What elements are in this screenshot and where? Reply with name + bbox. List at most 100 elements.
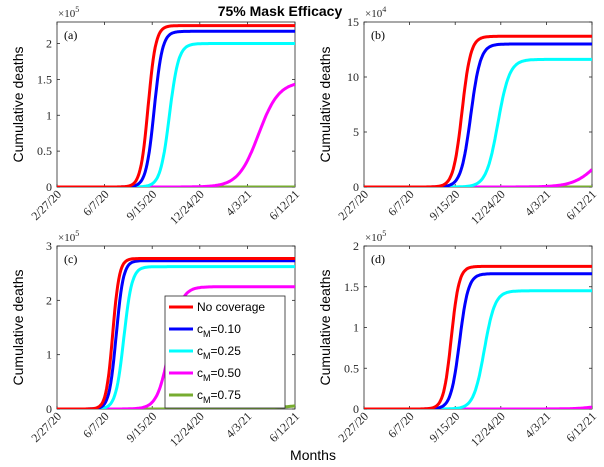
y-tick-label: 1 bbox=[353, 321, 359, 335]
exponent-base: ×10 bbox=[58, 232, 76, 244]
series-line-cm010 bbox=[364, 272, 592, 409]
x-tick-label: 6/7/20 bbox=[80, 409, 112, 441]
y-tick-label: 0.5 bbox=[344, 361, 359, 375]
panel-label: (c) bbox=[64, 252, 77, 266]
y-tick-label: 1.5 bbox=[344, 280, 359, 294]
x-tick-label: 4/3/21 bbox=[223, 187, 255, 219]
exponent-base: ×10 bbox=[365, 8, 383, 20]
x-tick-label: 6/12/21 bbox=[266, 409, 302, 445]
y-tick-label: 2 bbox=[353, 239, 359, 253]
legend-label-suffix: =0.10 bbox=[211, 322, 242, 336]
x-tick-label: 9/15/20 bbox=[123, 187, 159, 223]
x-tick-label: 12/24/20 bbox=[167, 187, 207, 227]
x-tick-label: 12/24/20 bbox=[468, 187, 508, 227]
legend-label-suffix: =0.25 bbox=[211, 344, 242, 358]
figure-title: 75% Mask Efficacy bbox=[218, 3, 343, 19]
legend-label: No coverage bbox=[197, 300, 265, 314]
y-tick-label: 0 bbox=[46, 402, 52, 416]
y-exponent-label: ×105 bbox=[365, 229, 386, 244]
series-line-cm025 bbox=[57, 42, 295, 187]
series-group bbox=[364, 34, 592, 187]
legend-label-subscript: M bbox=[203, 351, 211, 361]
series-line-cm050 bbox=[364, 405, 592, 409]
panel-a: 00.511.522/27/20 6/7/20 9/15/20 12/24/20 4/3… bbox=[10, 5, 302, 227]
exponent-value: 5 bbox=[75, 229, 79, 238]
legend-label-text: c bbox=[197, 388, 203, 402]
x-tick-label: 6/12/21 bbox=[266, 187, 302, 223]
legend-label-subscript: M bbox=[203, 395, 211, 405]
legend-label-subscript: M bbox=[203, 373, 211, 383]
legend-item: cM=0.75 bbox=[169, 388, 241, 405]
panel-d: 00.511.522/27/20 6/7/20 9/15/20 12/24/20 4/3… bbox=[317, 229, 599, 449]
legend-label-text: c bbox=[197, 344, 203, 358]
panel-label: (b) bbox=[371, 28, 385, 42]
series-line-nocoverage bbox=[364, 34, 592, 187]
y-tick-label: 1 bbox=[46, 348, 52, 362]
x-tick-label: 6/7/20 bbox=[80, 187, 112, 219]
y-tick-label: 1.5 bbox=[37, 72, 52, 86]
legend-label: cM=0.10 bbox=[197, 322, 241, 339]
legend-item: cM=0.10 bbox=[169, 322, 241, 339]
series-line-nocoverage bbox=[57, 257, 295, 409]
y-tick-label: 0 bbox=[46, 180, 52, 194]
legend-label-text: No coverage bbox=[197, 300, 265, 314]
x-tick-label: 6/12/21 bbox=[563, 409, 599, 445]
y-tick-label: 0 bbox=[353, 180, 359, 194]
series-group bbox=[57, 24, 295, 187]
panel-label: (d) bbox=[371, 252, 385, 266]
series-line-cm050 bbox=[57, 82, 295, 187]
y-tick-label: 10 bbox=[347, 70, 359, 84]
x-tick-label: 6/7/20 bbox=[385, 409, 417, 441]
y-tick-label: 2 bbox=[46, 37, 52, 51]
y-tick-label: 2 bbox=[46, 293, 52, 307]
x-axis-label: Months bbox=[290, 447, 336, 463]
panel-label: (a) bbox=[64, 28, 77, 42]
x-tick-label: 9/15/20 bbox=[426, 409, 462, 445]
legend-label-text: c bbox=[197, 366, 203, 380]
exponent-value: 5 bbox=[75, 5, 79, 14]
axes-box bbox=[56, 21, 296, 188]
legend-item: cM=0.25 bbox=[169, 344, 241, 361]
series-line-nocoverage bbox=[364, 264, 592, 409]
y-tick-label: 15 bbox=[347, 15, 359, 29]
x-tick-label: 12/24/20 bbox=[167, 409, 207, 449]
x-tick-label: 6/7/20 bbox=[385, 187, 417, 219]
x-tick-label: 4/3/21 bbox=[522, 409, 554, 441]
y-exponent-label: ×105 bbox=[58, 5, 79, 20]
series-line-cm025 bbox=[364, 57, 592, 187]
legend-label-text: c bbox=[197, 322, 203, 336]
axes-box bbox=[363, 21, 593, 188]
series-line-cm010 bbox=[57, 29, 295, 187]
x-tick-label: 6/12/21 bbox=[563, 187, 599, 223]
legend-item: No coverage bbox=[169, 300, 265, 314]
y-axis-label: Cumulative deaths bbox=[10, 47, 26, 163]
y-tick-label: 1 bbox=[46, 108, 52, 122]
y-tick-label: 3 bbox=[46, 239, 52, 253]
series-line-cm050 bbox=[364, 168, 592, 187]
y-tick-label: 5 bbox=[353, 125, 359, 139]
x-tick-label: 9/15/20 bbox=[123, 409, 159, 445]
legend-item: cM=0.50 bbox=[169, 366, 241, 383]
x-tick-label: 4/3/21 bbox=[223, 409, 255, 441]
y-tick-label: 0 bbox=[353, 402, 359, 416]
series-line-cm025 bbox=[364, 289, 592, 409]
series-line-nocoverage bbox=[57, 24, 295, 187]
series-group bbox=[364, 264, 592, 409]
exponent-value: 4 bbox=[382, 5, 386, 14]
legend-box bbox=[164, 295, 286, 409]
x-tick-label: 9/15/20 bbox=[426, 187, 462, 223]
legend-label: cM=0.50 bbox=[197, 366, 241, 383]
y-exponent-label: ×104 bbox=[365, 5, 386, 20]
x-tick-label: 12/24/20 bbox=[468, 409, 508, 449]
legend-label: cM=0.25 bbox=[197, 344, 241, 361]
y-axis-label: Cumulative deaths bbox=[317, 270, 333, 386]
exponent-base: ×10 bbox=[365, 232, 383, 244]
y-tick-label: 0.5 bbox=[37, 144, 52, 158]
legend-label-subscript: M bbox=[203, 329, 211, 339]
legend-label-suffix: =0.75 bbox=[211, 388, 242, 402]
legend-label: cM=0.75 bbox=[197, 388, 241, 405]
exponent-base: ×10 bbox=[58, 8, 76, 20]
